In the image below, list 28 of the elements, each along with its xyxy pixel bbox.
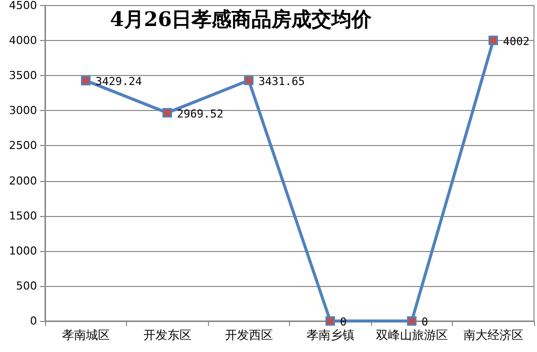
data-label: 0 — [422, 316, 428, 328]
y-tick-label: 1000 — [9, 244, 37, 258]
data-label: 3429.24 — [96, 75, 142, 88]
x-tick-label: 南大经济区 — [463, 328, 524, 342]
y-tick-label: 2000 — [9, 174, 37, 188]
y-tick-label: 1500 — [9, 209, 37, 222]
data-label: 2969.52 — [177, 107, 224, 120]
point — [81, 76, 90, 86]
y-tick-label: 4000 — [9, 34, 37, 48]
point — [244, 76, 254, 86]
point — [407, 316, 416, 326]
chart-title: 4月26日孝感商品房成交均价 — [110, 7, 373, 31]
x-tick-label: 孝南城区 — [62, 328, 110, 342]
y-tick-label: 3500 — [9, 69, 37, 82]
data-label: 4002 — [503, 34, 530, 48]
x-tick-label: 双峰山旅游区 — [376, 328, 448, 342]
y-tick-label: 500 — [16, 279, 37, 292]
y-tick-label: 0 — [30, 314, 37, 328]
point — [326, 316, 335, 326]
data-label: 3431.65 — [258, 74, 305, 88]
x-tick-label: 开发西区 — [224, 328, 273, 342]
point — [162, 108, 172, 118]
x-tick-label: 开发东区 — [143, 328, 192, 342]
y-tick-label: 4500 — [9, 0, 37, 12]
y-tick-label: 3000 — [9, 104, 37, 118]
x-tick-label: 孝南乡镇 — [306, 328, 354, 342]
point — [488, 36, 498, 46]
y-tick-label: 2500 — [9, 139, 37, 152]
